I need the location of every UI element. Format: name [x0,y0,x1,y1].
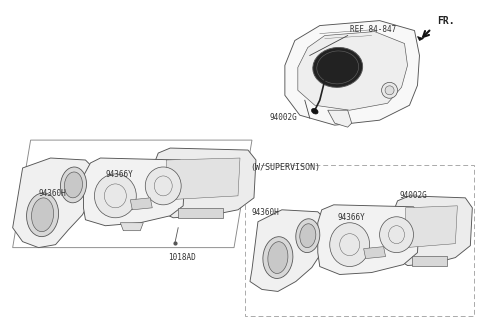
Text: 94002G: 94002G [399,191,427,200]
Text: 94360H: 94360H [252,208,280,217]
Polygon shape [328,110,352,127]
Ellipse shape [26,193,59,237]
Polygon shape [318,205,420,275]
Ellipse shape [385,86,394,95]
Polygon shape [12,158,96,248]
Ellipse shape [95,174,136,218]
Ellipse shape [382,82,397,98]
Text: 94002G: 94002G [270,113,298,122]
Polygon shape [412,255,447,266]
Ellipse shape [312,109,318,114]
Text: (W/SUPERVISON): (W/SUPERVISON) [250,163,320,172]
Polygon shape [285,21,420,125]
Polygon shape [153,148,256,218]
Ellipse shape [64,172,83,198]
Text: 94360H: 94360H [38,189,66,198]
Polygon shape [166,158,240,200]
Ellipse shape [32,198,54,232]
Polygon shape [178,208,223,218]
Ellipse shape [330,223,370,266]
Ellipse shape [145,167,181,205]
Text: 1018AD: 1018AD [168,253,196,262]
Ellipse shape [60,167,86,203]
Polygon shape [120,223,144,231]
Ellipse shape [296,219,320,253]
Polygon shape [298,32,408,110]
Polygon shape [393,196,472,266]
Ellipse shape [313,47,362,87]
Text: FR.: FR. [437,16,455,26]
Polygon shape [406,206,457,248]
Ellipse shape [263,237,293,278]
Polygon shape [84,158,185,226]
Ellipse shape [380,217,413,253]
Polygon shape [250,210,328,291]
Polygon shape [364,247,385,259]
Ellipse shape [268,242,288,274]
Polygon shape [418,36,423,40]
Text: REF 84-847: REF 84-847 [350,25,396,34]
Bar [245,165,474,316]
Polygon shape [130,198,152,210]
Ellipse shape [300,224,316,248]
Text: 94366Y: 94366Y [106,171,133,180]
Text: 94366Y: 94366Y [338,213,365,222]
